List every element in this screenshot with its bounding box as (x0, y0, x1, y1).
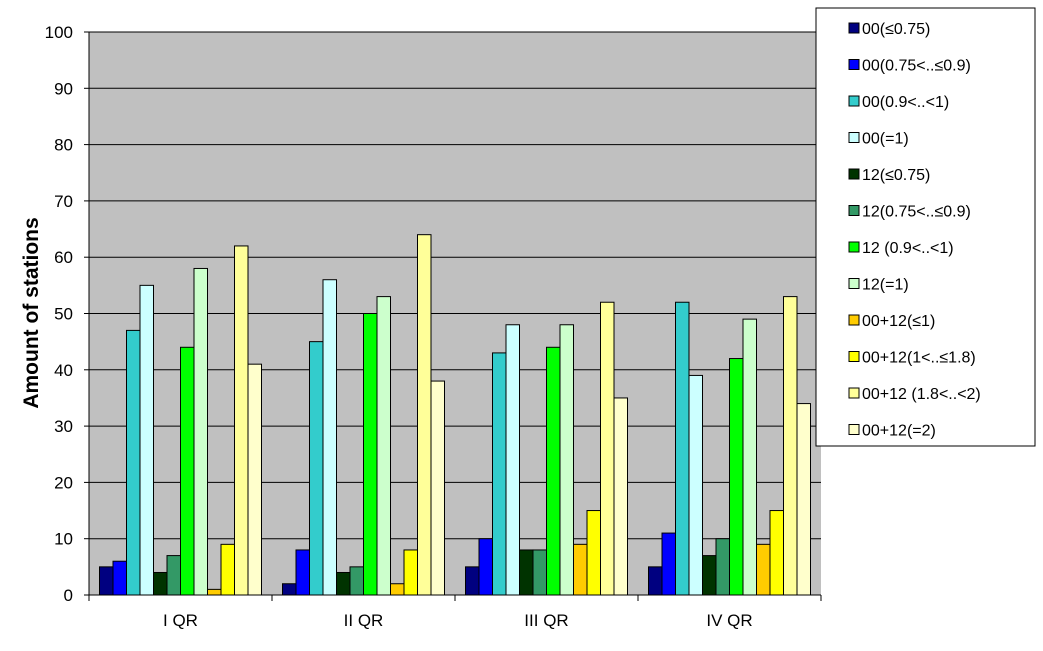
legend-label: 12 (0.9<..<1) (862, 240, 954, 257)
y-axis-label: Amount of stations (20, 217, 43, 408)
legend: 00(≤0.75) 00(0.75<..≤0.9) 00(0.9<..<1) 00(=… (815, 7, 1036, 447)
bar (532, 549, 547, 596)
bar (675, 301, 690, 596)
bar (322, 279, 337, 596)
legend-label: 12(=1) (862, 277, 909, 294)
bar (220, 543, 235, 596)
y-tick-label: 70 (54, 192, 73, 211)
bar (648, 566, 663, 596)
bar (295, 549, 310, 596)
bar (613, 397, 628, 596)
bar (180, 346, 195, 596)
bar (715, 538, 730, 596)
y-tick-label: 50 (54, 305, 73, 324)
legend-box (815, 7, 1036, 447)
legend-swatch (848, 351, 860, 362)
legend-swatch (848, 314, 860, 326)
legend-swatch (848, 387, 860, 399)
bar (546, 346, 561, 596)
bar (430, 380, 445, 596)
bar (207, 588, 222, 596)
legend-label: 12(0.75<..≤0.9) (862, 204, 971, 221)
y-tick-label: 100 (45, 23, 73, 42)
y-tick-label: 0 (64, 586, 73, 605)
legend-swatch (848, 22, 860, 34)
x-category-label: I QR (163, 611, 198, 630)
legend-label: 00+12(=2) (862, 423, 936, 440)
bar (126, 329, 141, 596)
legend-label: 00(=1) (862, 131, 909, 148)
bar (661, 532, 676, 596)
bar (742, 318, 757, 596)
y-tick-label: 80 (54, 136, 73, 155)
bar (166, 555, 181, 596)
y-tick-label: 20 (54, 473, 73, 492)
y-tick-labels: 0 10 20 30 40 50 60 70 80 90 100 (45, 23, 73, 605)
y-tick-label: 10 (54, 530, 73, 549)
bar (309, 341, 324, 596)
bar (796, 403, 811, 596)
bar (390, 583, 405, 596)
bar (403, 549, 418, 596)
bar (193, 267, 208, 596)
legend-swatch (848, 59, 860, 70)
bar (586, 510, 601, 596)
bar (769, 510, 784, 596)
bar (559, 324, 574, 596)
bar (336, 571, 351, 596)
bar (153, 571, 168, 596)
legend-swatch (848, 95, 860, 107)
bar (417, 234, 432, 596)
axes (88, 32, 822, 601)
legend-label: 00(≤0.75) (862, 21, 930, 38)
y-tick-label: 40 (54, 361, 73, 380)
bar (247, 363, 262, 596)
bar (139, 284, 154, 596)
bar (688, 374, 703, 596)
bar (600, 301, 615, 596)
bar (519, 549, 534, 596)
legend-swatch (848, 241, 860, 253)
legend-swatch (848, 205, 860, 216)
x-category-label: II QR (344, 611, 384, 630)
legend-label: 00+12(1<..≤1.8) (862, 350, 976, 367)
legend-swatch (848, 424, 860, 435)
y-tick-label: 30 (54, 417, 73, 436)
bar (282, 583, 297, 596)
y-tick-label: 90 (54, 79, 73, 98)
legend-swatch (848, 278, 860, 289)
bar (349, 566, 364, 596)
x-category-label: III QR (524, 611, 568, 630)
bar (99, 566, 114, 596)
bar (505, 324, 520, 596)
legend-swatch (848, 168, 860, 180)
bar (729, 358, 744, 596)
legend-label: 00(0.75<..≤0.9) (862, 58, 971, 75)
legend-label: 12(≤0.75) (862, 167, 930, 184)
bar (465, 566, 480, 596)
legend-swatch (848, 132, 860, 143)
bar (112, 560, 127, 596)
legend-label: 00(0.9<..<1) (862, 94, 949, 111)
bar (234, 245, 249, 596)
gridlines (84, 31, 821, 596)
bar (573, 543, 588, 596)
bar (492, 352, 507, 596)
bar (756, 543, 771, 596)
bar (783, 296, 798, 596)
x-category-labels: I QR II QR III QR IV QR (163, 611, 753, 630)
y-tick-label: 60 (54, 248, 73, 267)
x-category-label: IV QR (706, 611, 752, 630)
bar (702, 555, 717, 596)
bar (376, 296, 391, 596)
bar (363, 313, 378, 596)
legend-label: 00+12 (1.8<..<2) (862, 386, 981, 403)
bar (478, 538, 493, 596)
legend-label: 00+12(≤1) (862, 313, 935, 330)
